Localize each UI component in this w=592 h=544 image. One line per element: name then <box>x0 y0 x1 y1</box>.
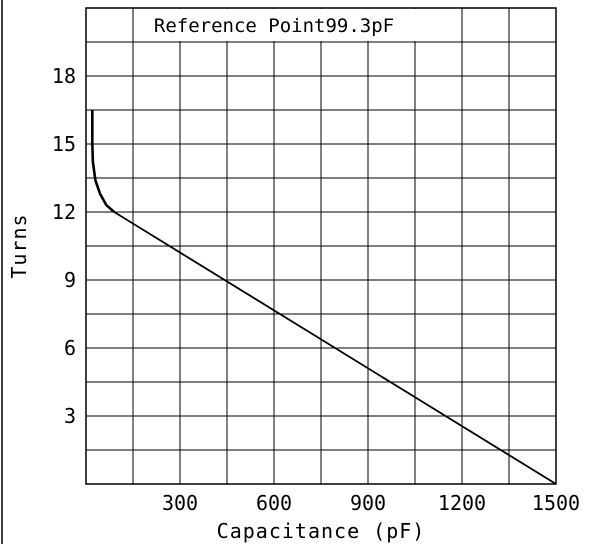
y-tick-label: 15 <box>52 132 76 156</box>
series-curve <box>91 110 116 213</box>
y-tick-label: 18 <box>52 64 76 88</box>
annotation-box: Reference Point99.3pF <box>134 9 461 41</box>
annotation-text: Reference Point99.3pF <box>154 15 394 37</box>
y-tick-label: 12 <box>52 200 76 224</box>
series-line <box>113 211 557 485</box>
y-tick-label: 6 <box>64 336 76 360</box>
y-tick-label: 9 <box>64 268 76 292</box>
grid <box>86 8 556 484</box>
x-tick-label: 600 <box>256 491 292 515</box>
x-tick-label: 300 <box>162 491 198 515</box>
series-group <box>91 110 557 485</box>
x-tick-labels: 300 600 900 1200 1500 <box>162 491 580 515</box>
y-axis-title: Turns <box>7 213 31 278</box>
y-tick-labels: 3 6 9 12 15 18 <box>52 64 76 428</box>
x-tick-label: 900 <box>350 491 386 515</box>
y-tick-label: 3 <box>64 404 76 428</box>
x-tick-label: 1500 <box>532 491 580 515</box>
x-tick-label: 1200 <box>438 491 486 515</box>
annotation-background <box>134 9 461 41</box>
x-axis-title: Capacitance (pF) <box>217 519 426 543</box>
